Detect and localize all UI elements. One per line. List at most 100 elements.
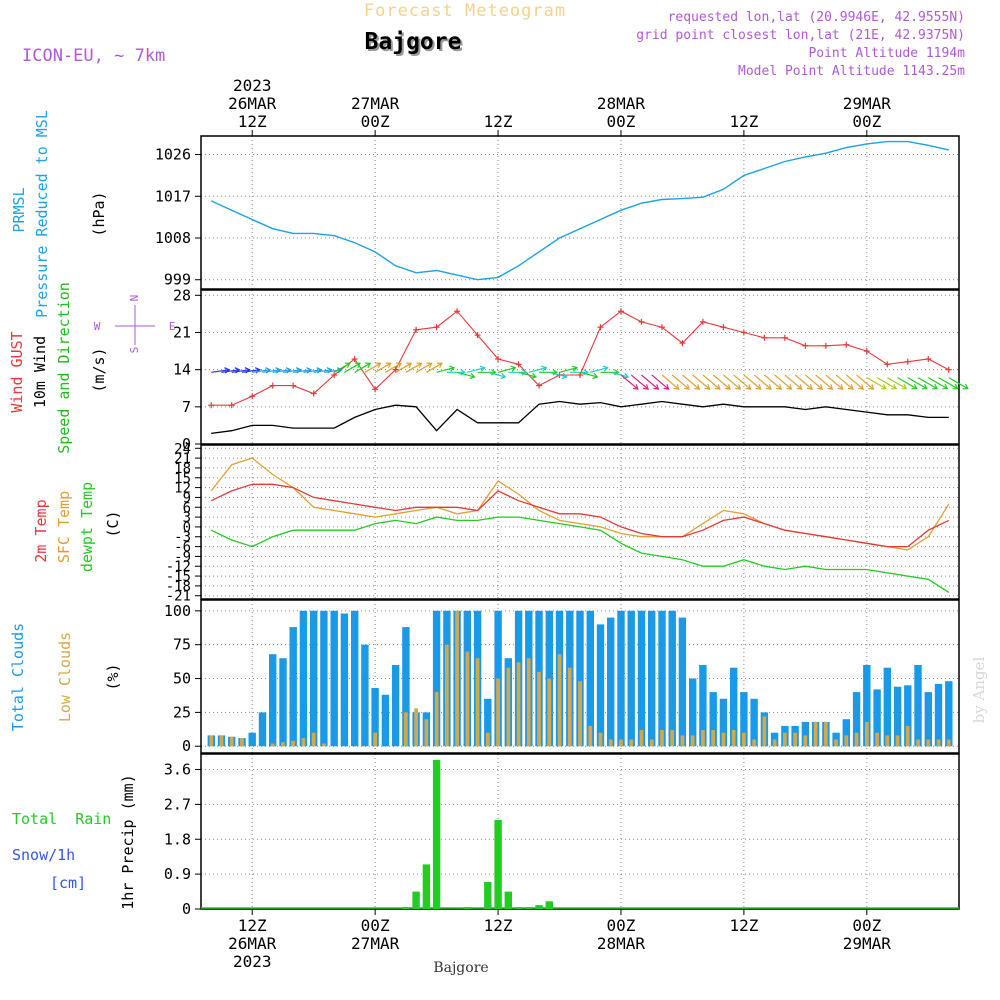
temp-tick-label: 18 [174,461,191,477]
wind-arrow-shaft [518,371,537,378]
low-cloud-bar [455,610,459,747]
low-cloud-bar [311,732,316,747]
low-cloud-bar [946,739,951,747]
low-cloud-bar [649,739,654,747]
wind-arrow-head [952,383,959,390]
total-cloud-bar [576,610,584,747]
bottom-date-label: 27MAR [351,934,400,953]
forecast-title: Forecast Meteogram [364,1,566,21]
snow-cm-label: [cm] [50,874,86,892]
temp-2m-label: 2m Temp [32,499,50,562]
gust-marker [454,308,461,315]
low-cloud-bar [465,651,470,747]
gust-marker [843,341,850,348]
clouds-unit: (%) [104,663,122,690]
wind-arrow-shaft [753,374,772,390]
gust-marker [802,342,809,349]
total-cloud-bar [740,692,748,747]
wind-gust-line [211,310,950,406]
wind-arrow-shaft [221,369,240,373]
total-cloud-bar [432,610,441,747]
wind-direction-arrow [661,374,680,390]
wind-tick-label: 28 [173,286,191,304]
total-cloud-bar [391,665,400,747]
wind-arrow-head [962,383,969,390]
wind-direction-arrow [845,374,865,390]
wind-arrow-head [932,383,939,390]
total-cloud-bar [750,698,758,747]
low-cloud-bar [619,739,623,747]
low-cloud-bar [322,743,326,747]
low-cloud-bar [486,732,490,747]
wind-arrow-shaft [610,371,629,378]
wind-sd-label: Speed and Direction [55,282,73,454]
wind-speed-line [211,400,949,435]
rain-bar [514,907,523,909]
wind-direction-arrow [753,374,772,390]
low-cloud-bar [772,739,777,747]
wind-direction-arrow [333,362,351,373]
low-cloud-bar [834,739,838,747]
wind-arrow-head [911,383,918,390]
top-date-label: 27MAR [351,94,400,113]
wind-direction-arrow [825,374,844,390]
wind-arrow-head [880,383,887,390]
info-line-1: requested lon,lat (20.9946E, 42.9555N) [668,10,965,25]
wind-arrow-head [653,384,660,390]
wind-arrow-head [436,362,443,368]
low-cloud-bar [434,692,439,747]
top-time-label: 12Z [238,112,267,131]
wind-arrow-head [632,384,639,390]
wind-frame [200,289,960,445]
low-cloud-bar [229,736,234,747]
bottom-date-label: 26MAR [228,934,277,953]
wind-arrow-head [901,383,908,390]
low-clouds-label: Low Clouds [56,632,74,722]
low-cloud-bar [588,725,593,747]
compass-s: S [128,347,141,354]
wind-arrow-shaft [313,369,332,373]
total-cloud-bar [586,610,594,747]
wind-arrow-shaft [354,362,371,373]
total-cloud-bar [904,685,912,747]
wind-direction-arrow [518,371,537,380]
temp-frame [200,444,960,600]
wind-direction-arrow [436,365,456,373]
wind-direction-arrow [549,371,568,380]
low-cloud-bar [598,732,603,747]
watermark: by Angel [970,656,988,723]
precip-tick-label: 3.6 [164,761,191,779]
total-cloud-bar [730,667,738,747]
low-cloud-bar [526,658,531,747]
wind-direction-arrow [671,374,690,390]
pressure-panel: 1026 1017 1008 999 [155,135,960,290]
wind-arrow-head [375,362,382,368]
rain-bar [463,907,471,909]
total-cloud-bar [596,624,605,747]
wind-arrow-head [354,362,361,368]
temp-tick-label: 24 [174,441,191,457]
wind-arrow-shaft [272,369,291,373]
wind-arrow-shaft [333,362,351,373]
pressure-tick-label: 1026 [155,146,191,164]
top-time-label: 12Z [729,112,758,131]
gust-marker [536,382,543,389]
total-cloud-bar [770,732,779,747]
low-cloud-bar [547,678,552,747]
top-time-label: 00Z [361,112,390,131]
total-cloud-bar [945,681,953,747]
wind-arrow-shaft [733,374,751,390]
low-cloud-bar [639,730,644,747]
wind-arrow-shaft [241,369,260,373]
temp-side-labels: 2m Temp SFC Temp dewpt Temp (C) [32,482,122,572]
wind-arrow-head [921,383,928,390]
gust-marker [925,356,932,363]
temp-tick-label: -6 [174,540,191,556]
wind-arrow-shaft [794,374,813,390]
gust-marker [269,382,276,389]
wind-arrow-head [868,384,875,390]
compass-n: N [128,295,141,302]
low-cloud-bar [557,654,562,747]
total-cloud-bar [299,610,308,747]
wind-arrow-shaft [549,371,567,378]
